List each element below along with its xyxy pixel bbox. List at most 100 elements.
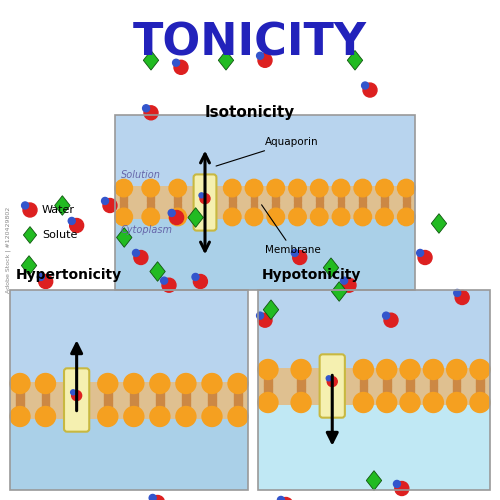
- Circle shape: [22, 202, 29, 209]
- Circle shape: [267, 208, 284, 226]
- Bar: [156, 390, 164, 400]
- Bar: [381, 202, 388, 211]
- Circle shape: [291, 392, 311, 412]
- Circle shape: [144, 106, 158, 120]
- Bar: [272, 202, 279, 211]
- Bar: [130, 400, 138, 410]
- Circle shape: [23, 203, 37, 217]
- Circle shape: [258, 392, 278, 412]
- Circle shape: [384, 313, 398, 327]
- Text: Aquaporin: Aquaporin: [216, 137, 318, 166]
- Bar: [42, 400, 50, 410]
- Circle shape: [124, 406, 144, 426]
- Circle shape: [199, 193, 204, 198]
- Bar: [234, 400, 242, 410]
- Circle shape: [72, 390, 82, 400]
- Bar: [208, 390, 216, 400]
- Bar: [430, 386, 437, 396]
- Circle shape: [168, 210, 175, 216]
- Polygon shape: [188, 208, 204, 228]
- Circle shape: [103, 198, 117, 212]
- Bar: [156, 400, 164, 410]
- Bar: [148, 202, 154, 211]
- Circle shape: [115, 208, 132, 226]
- Polygon shape: [218, 50, 234, 70]
- Circle shape: [98, 374, 118, 394]
- Bar: [403, 194, 409, 202]
- Polygon shape: [432, 214, 446, 234]
- Bar: [148, 194, 154, 202]
- Circle shape: [376, 208, 394, 226]
- Bar: [250, 202, 258, 211]
- Polygon shape: [144, 50, 158, 70]
- Circle shape: [424, 392, 444, 412]
- Circle shape: [10, 374, 30, 394]
- Circle shape: [291, 360, 311, 380]
- Circle shape: [246, 208, 263, 226]
- Circle shape: [224, 180, 241, 197]
- Bar: [229, 202, 235, 211]
- Circle shape: [400, 360, 420, 380]
- Circle shape: [446, 360, 466, 380]
- Bar: [316, 202, 322, 211]
- Bar: [316, 194, 322, 202]
- Polygon shape: [24, 226, 36, 244]
- Bar: [104, 400, 112, 410]
- Circle shape: [142, 208, 160, 226]
- Bar: [258, 290, 490, 490]
- Bar: [258, 368, 490, 405]
- Circle shape: [382, 312, 390, 319]
- Circle shape: [169, 208, 186, 226]
- Bar: [174, 194, 181, 202]
- Bar: [298, 386, 305, 396]
- Circle shape: [332, 208, 350, 226]
- Circle shape: [340, 277, 347, 284]
- Bar: [272, 194, 279, 202]
- Circle shape: [424, 360, 444, 380]
- Circle shape: [149, 494, 156, 500]
- Bar: [294, 202, 301, 211]
- Circle shape: [98, 406, 118, 426]
- Circle shape: [38, 274, 44, 280]
- Text: Hypertonicity: Hypertonicity: [16, 268, 122, 282]
- Circle shape: [70, 218, 84, 232]
- FancyBboxPatch shape: [194, 174, 216, 231]
- Bar: [338, 202, 344, 211]
- Bar: [208, 400, 216, 410]
- Circle shape: [36, 406, 56, 426]
- Circle shape: [470, 392, 490, 412]
- Text: TONICITY: TONICITY: [133, 22, 367, 65]
- Bar: [476, 386, 484, 396]
- Circle shape: [455, 290, 469, 304]
- Circle shape: [454, 290, 461, 296]
- Circle shape: [174, 60, 188, 74]
- Bar: [383, 376, 390, 386]
- Circle shape: [172, 60, 180, 66]
- Circle shape: [256, 312, 264, 319]
- Circle shape: [258, 313, 272, 327]
- Text: Isotonicity: Isotonicity: [205, 105, 295, 120]
- Circle shape: [224, 208, 241, 226]
- Bar: [406, 386, 414, 396]
- Bar: [10, 290, 248, 382]
- Circle shape: [354, 392, 374, 412]
- Circle shape: [418, 250, 432, 264]
- Circle shape: [102, 198, 108, 204]
- Bar: [453, 376, 460, 386]
- Circle shape: [176, 374, 196, 394]
- Circle shape: [160, 277, 168, 284]
- Bar: [10, 382, 248, 418]
- Bar: [16, 390, 24, 400]
- Circle shape: [124, 374, 144, 394]
- Polygon shape: [150, 262, 166, 281]
- Circle shape: [416, 250, 424, 256]
- Circle shape: [326, 376, 331, 381]
- Circle shape: [310, 208, 328, 226]
- Bar: [130, 390, 138, 400]
- Circle shape: [289, 180, 306, 197]
- Circle shape: [278, 496, 284, 500]
- Circle shape: [150, 496, 164, 500]
- Circle shape: [115, 180, 132, 197]
- Polygon shape: [332, 282, 347, 302]
- Bar: [338, 194, 344, 202]
